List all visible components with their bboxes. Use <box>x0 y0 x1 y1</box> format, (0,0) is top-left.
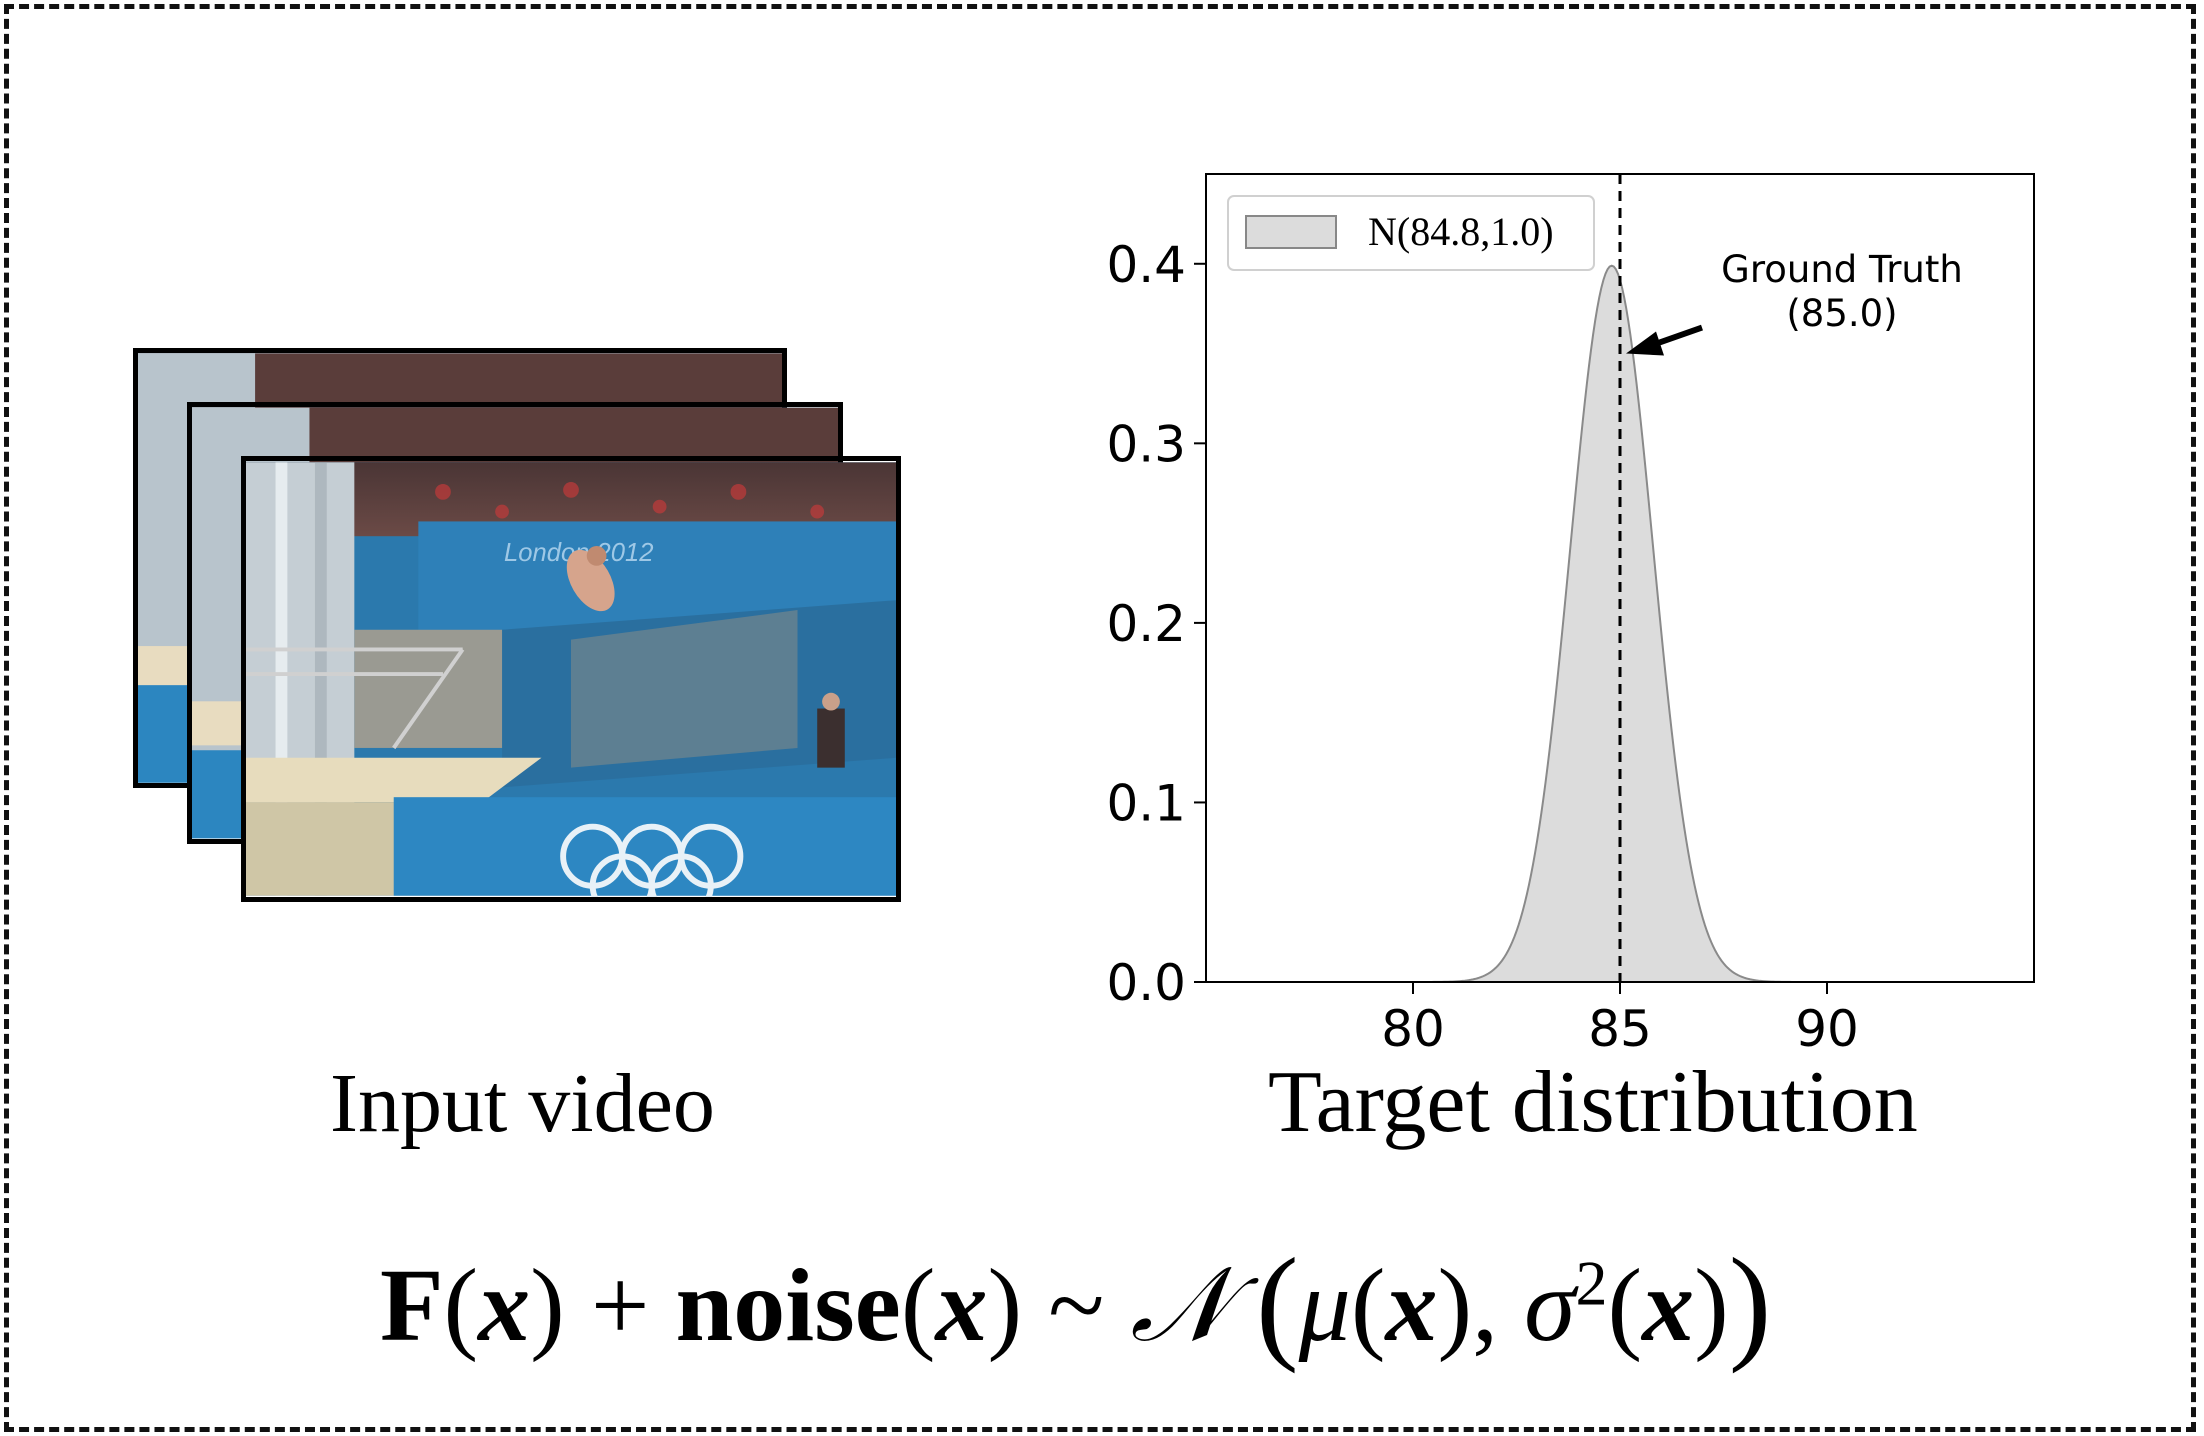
formula-x-2: x <box>935 1248 988 1363</box>
formula-x-3: x <box>1385 1248 1438 1363</box>
formula-sq: 2 <box>1575 1247 1608 1319</box>
y-tick-label: 0.4 <box>1106 236 1186 294</box>
formula-F: F <box>380 1248 444 1363</box>
formula-plus: + <box>590 1248 650 1363</box>
formula-sigma: σ <box>1524 1248 1576 1363</box>
legend-swatch <box>1245 215 1337 249</box>
legend-box <box>1227 195 1595 271</box>
y-tick-label: 0.3 <box>1106 415 1186 473</box>
target-distribution-chart: 0.0 0.1 0.2 0.3 0.4 80 85 90 N(84.8,1.0) Ground T… <box>1106 173 2035 1050</box>
annotation-arrow-head <box>1626 331 1664 356</box>
annotation-line2: (85.0) <box>1786 292 1897 335</box>
formula-x: x <box>478 1248 531 1363</box>
y-tick-label: 0.1 <box>1106 774 1186 832</box>
y-tick-label: 0.0 <box>1106 954 1186 1012</box>
formula-normal-N: 𝒩 <box>1130 1248 1231 1363</box>
y-tick-label: 0.2 <box>1106 595 1186 653</box>
formula-mu: μ <box>1298 1248 1351 1363</box>
input-video-caption: Input video <box>330 1057 715 1150</box>
video-frame-front: London 2012 <box>241 456 901 902</box>
legend-label: N(84.8,1.0) <box>1368 209 1554 254</box>
formula-tilde: ~ <box>1048 1248 1105 1363</box>
x-tick-label: 85 <box>1588 1000 1652 1050</box>
formula: F(x) + noise(x) ~ 𝒩 (μ(x), σ2(x)) <box>380 1232 1772 1374</box>
dashed-border <box>4 4 2196 1432</box>
x-tick-label: 90 <box>1795 1000 1859 1050</box>
annotation-line1: Ground Truth <box>1721 248 1963 291</box>
formula-x-4: x <box>1642 1248 1695 1363</box>
formula-noise: noise <box>675 1248 901 1363</box>
x-tick-label: 80 <box>1381 1000 1445 1050</box>
target-distribution-caption: Target distribution <box>1268 1054 1918 1151</box>
